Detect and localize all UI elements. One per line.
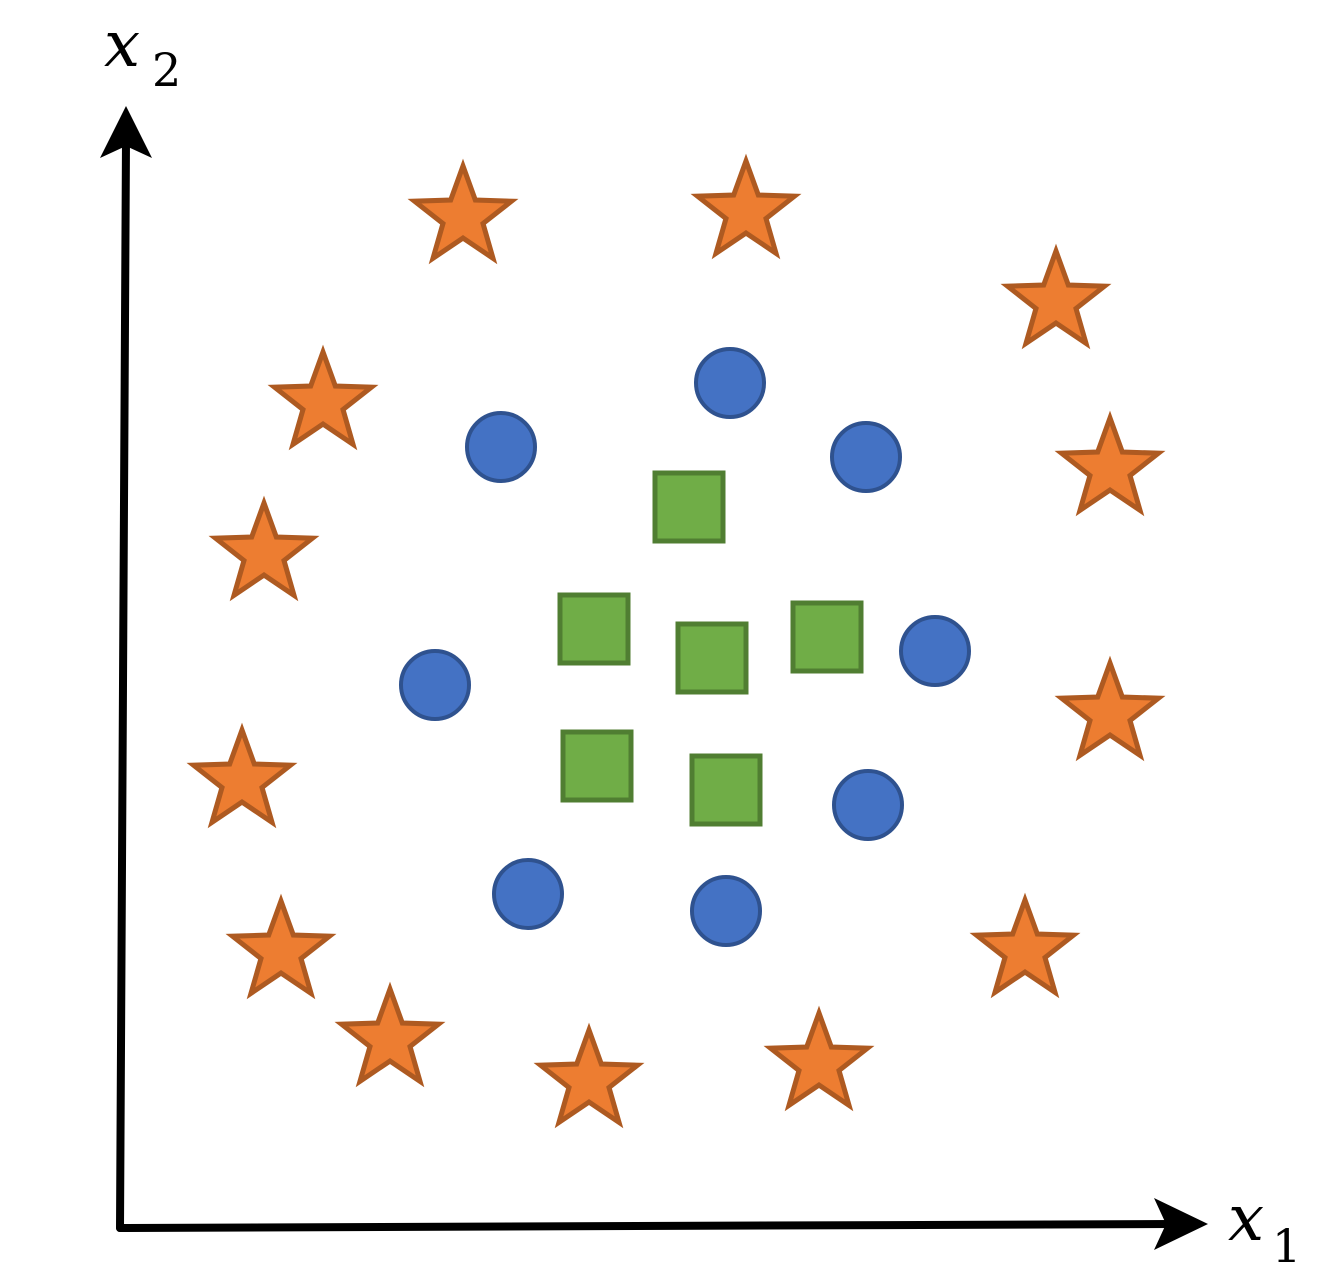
circle-marker <box>832 769 904 841</box>
square-marker <box>790 600 864 674</box>
star-marker <box>334 981 446 1088</box>
square-marker <box>560 729 634 803</box>
star-marker <box>225 893 337 1000</box>
star-marker <box>533 1022 645 1129</box>
star-marker <box>1000 243 1112 350</box>
circle-points <box>399 347 971 947</box>
star-marker <box>208 495 320 602</box>
star-marker <box>267 344 379 451</box>
square-marker <box>675 621 749 695</box>
x-axis-label-subscript: 1 <box>1272 1219 1301 1273</box>
star-marker <box>186 722 298 829</box>
star-marker <box>1054 410 1166 517</box>
x-axis-arrowhead <box>1154 1198 1208 1250</box>
star-points <box>186 153 1166 1129</box>
star-marker <box>763 1005 875 1112</box>
circle-marker <box>690 875 762 947</box>
y-axis-label-base: x <box>104 8 140 82</box>
circle-marker <box>399 649 471 721</box>
x-axis-line <box>116 1220 1176 1232</box>
y-axis-line <box>116 136 130 1232</box>
star-marker <box>969 892 1081 999</box>
x-axis-label-base: x <box>1228 1182 1264 1256</box>
square-points <box>557 470 864 827</box>
star-marker <box>1054 655 1166 762</box>
star-marker <box>407 158 519 265</box>
circle-marker <box>899 615 971 687</box>
y-axis-arrowhead <box>100 106 152 158</box>
circle-marker <box>465 411 537 483</box>
square-marker <box>689 753 763 827</box>
y-axis-label-subscript: 2 <box>152 43 181 97</box>
y-axis-label: x 2 <box>104 8 181 97</box>
square-marker <box>652 470 726 544</box>
circle-marker <box>830 421 902 493</box>
axes <box>100 106 1208 1250</box>
square-marker <box>557 592 631 666</box>
circle-marker <box>694 347 766 419</box>
x-axis-label: x 1 <box>1228 1182 1301 1273</box>
circle-marker <box>492 858 564 930</box>
star-marker <box>690 153 802 260</box>
